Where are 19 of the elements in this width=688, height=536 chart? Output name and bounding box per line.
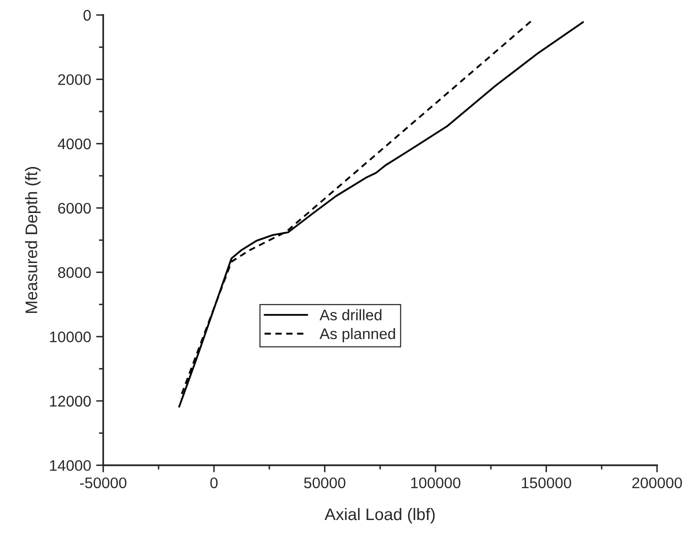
y-tick-label: 10000 xyxy=(50,331,91,342)
legend-label: As planned xyxy=(320,328,396,342)
x-tick-label: 150000 xyxy=(522,477,572,488)
y-axis-title: Measured Depth (ft) xyxy=(25,167,41,313)
y-tick-label: 8000 xyxy=(58,267,91,278)
x-tick-label: 50000 xyxy=(304,477,346,488)
x-tick-label: -50000 xyxy=(80,477,126,488)
x-tick-label: 200000 xyxy=(632,477,682,488)
x-tick-label: 0 xyxy=(210,477,218,488)
x-tick-label: 100000 xyxy=(411,477,460,488)
y-tick-label: 14000 xyxy=(50,460,91,471)
y-tick-label: 2000 xyxy=(58,74,91,86)
y-tick-label: 0 xyxy=(83,10,91,21)
line-series xyxy=(178,21,584,408)
x-axis-title: Axial Load (lbf) xyxy=(324,508,435,524)
y-tick-label: 6000 xyxy=(58,202,91,214)
legend-label: As drilled xyxy=(320,309,382,320)
y-tick-label: 12000 xyxy=(50,396,91,407)
y-tick-label: 4000 xyxy=(58,138,91,150)
